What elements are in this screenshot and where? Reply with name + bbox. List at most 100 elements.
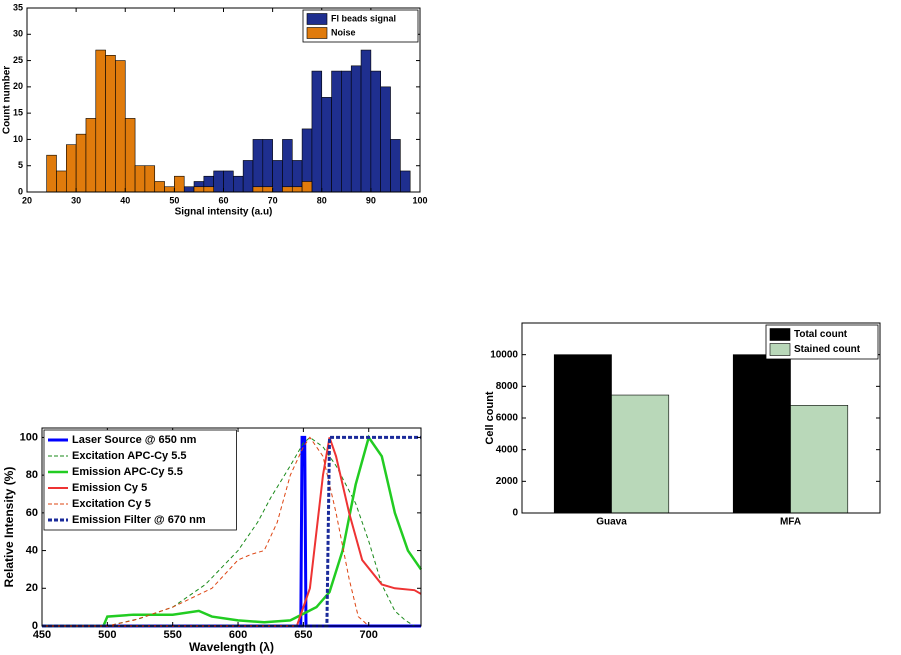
y-tick-label: 0 — [32, 620, 38, 632]
bar — [611, 394, 670, 514]
legend-label: Excitation Cy 5 — [72, 498, 151, 510]
legend-swatch — [306, 13, 328, 25]
y-axis-label: Count number — [2, 66, 13, 134]
y-tick-label: 40 — [26, 544, 38, 556]
legend-label: Emission APC-Cy 5.5 — [72, 466, 183, 478]
y-tick-label: 0 — [512, 508, 518, 519]
histogram-bar — [370, 70, 381, 193]
histogram-bar — [213, 170, 224, 193]
y-tick-label: 20 — [13, 81, 23, 91]
line-series — [42, 437, 422, 627]
histogram-bar — [380, 86, 391, 193]
histogram-bar — [233, 175, 244, 193]
x-tick-label: 100 — [412, 195, 427, 205]
histogram-bar — [223, 170, 234, 193]
x-tick-label: 50 — [169, 195, 179, 205]
histogram-bar — [115, 60, 126, 193]
histogram-bar — [85, 118, 97, 193]
bar — [732, 354, 791, 514]
histogram-bar — [331, 70, 342, 193]
y-tick-label: 80 — [26, 469, 38, 481]
x-tick-label: 20 — [22, 195, 32, 205]
x-tick-label: 450 — [33, 629, 51, 641]
histogram-bar — [183, 186, 195, 193]
y-tick-label: 6000 — [496, 413, 519, 424]
line-series — [42, 434, 423, 628]
legend-label: Laser Source @ 650 nm — [72, 434, 197, 446]
legend-swatch — [769, 343, 791, 356]
legend-label: Emission Filter @ 670 nm — [72, 514, 206, 526]
histogram-bar — [291, 186, 303, 193]
y-tick-label: 20 — [26, 582, 38, 594]
x-axis-label: Signal intensity (a.u) — [175, 207, 273, 218]
histogram-bar — [282, 186, 293, 193]
legend-box — [43, 429, 237, 531]
y-tick-label: 4000 — [496, 444, 519, 455]
histogram-bar — [262, 139, 273, 193]
legend-label: Emission Cy 5 — [72, 482, 147, 494]
histogram-bar — [252, 139, 264, 193]
histogram-bar — [154, 181, 165, 193]
y-tick-label: 5 — [18, 160, 23, 170]
legend-label: Total count — [794, 329, 848, 340]
histogram-bar — [282, 139, 293, 193]
y-tick-label: 60 — [26, 507, 38, 519]
x-tick-label: 90 — [366, 195, 376, 205]
y-tick-label: 0 — [18, 186, 23, 196]
histogram-bar — [124, 118, 136, 193]
line-series — [42, 435, 421, 628]
x-tick-label: MFA — [780, 517, 801, 528]
histogram-bar — [242, 160, 254, 193]
y-tick-label: 30 — [13, 29, 23, 39]
x-axis-label: Wavelength (λ) — [189, 640, 274, 654]
legend-label: Noise — [331, 27, 356, 37]
histogram-bar — [272, 160, 283, 193]
histogram-bar — [66, 144, 77, 193]
x-tick-label: 700 — [360, 629, 378, 641]
histogram-bar — [134, 165, 146, 193]
legend-label: Excitation APC-Cy 5.5 — [72, 450, 187, 462]
y-tick-label: 100 — [20, 431, 38, 443]
histogram-bar — [321, 97, 332, 193]
y-tick-label: 10000 — [490, 349, 518, 360]
plot-frame — [41, 427, 422, 627]
histogram-bar — [95, 49, 106, 193]
y-tick-label: 35 — [13, 2, 23, 12]
x-tick-label: 30 — [71, 195, 81, 205]
histogram-bar — [164, 186, 175, 193]
x-tick-label: 70 — [268, 195, 278, 205]
x-tick-label: 550 — [164, 629, 182, 641]
legend-swatch — [769, 328, 791, 341]
legend-swatch — [306, 27, 328, 39]
y-tick-label: 25 — [13, 55, 23, 65]
x-tick-label: Guava — [596, 517, 627, 528]
x-tick-label: 500 — [98, 629, 116, 641]
bar — [553, 354, 612, 514]
y-axis-label: Cell count — [484, 391, 496, 445]
y-tick-label: 10 — [13, 134, 23, 144]
y-tick-label: 8000 — [496, 381, 519, 392]
histogram-bar — [144, 165, 156, 193]
histogram-bar — [341, 70, 352, 193]
legend-label: Fl beads signal — [331, 13, 396, 23]
histogram-bar — [105, 55, 116, 193]
line-series — [42, 436, 421, 627]
histogram-bar — [311, 70, 323, 193]
histogram-bar — [174, 175, 185, 193]
x-tick-label: 600 — [229, 629, 247, 641]
y-tick-label: 2000 — [496, 476, 519, 487]
histogram-bar — [350, 65, 362, 193]
y-tick-label: 15 — [13, 108, 23, 118]
y-axis-label: Relative Intensity (%) — [2, 467, 16, 588]
histogram-bar — [400, 170, 411, 193]
legend-label: Stained count — [794, 344, 861, 355]
x-tick-label: 60 — [218, 195, 228, 205]
histogram-bar — [360, 49, 372, 193]
histogram-bar — [56, 170, 67, 193]
histogram-bar — [203, 186, 214, 193]
x-tick-label: 40 — [120, 195, 130, 205]
histogram-bar — [46, 154, 57, 193]
histogram-bar — [301, 181, 313, 193]
bar — [790, 405, 849, 514]
